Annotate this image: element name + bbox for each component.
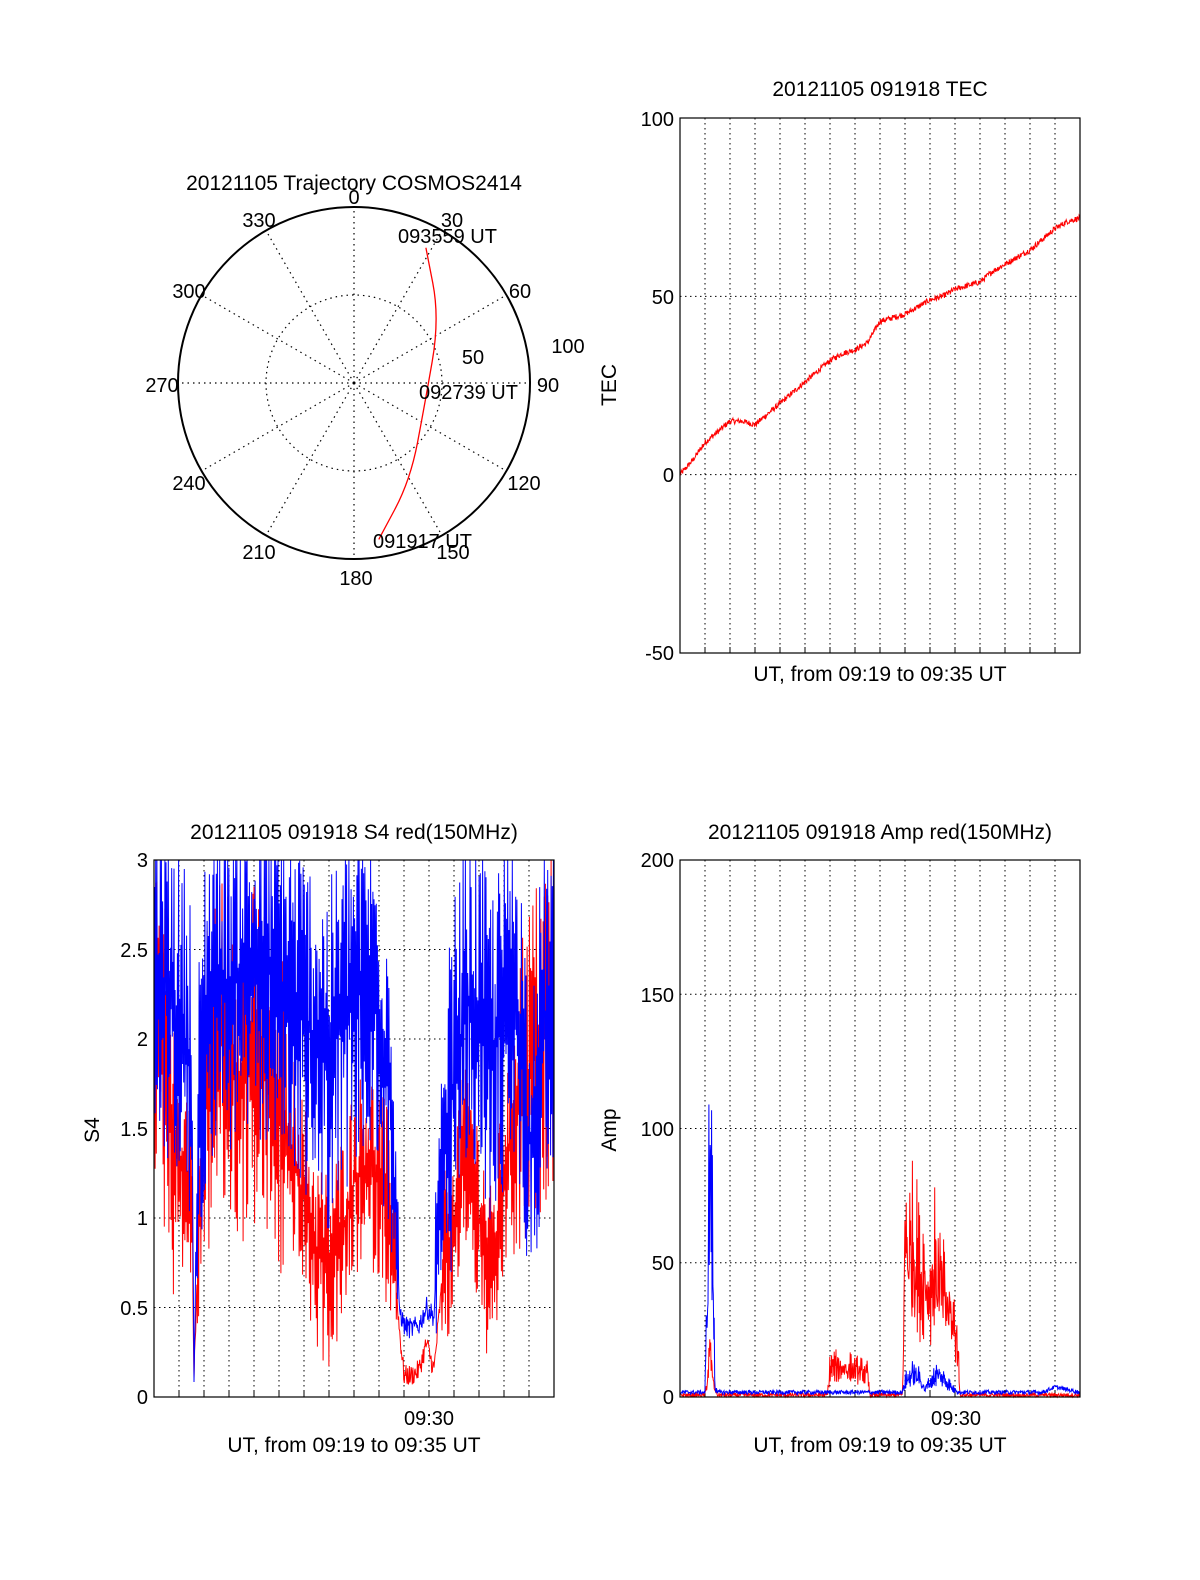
s4-series-line-blue	[153, 859, 555, 1383]
polar-az-label-150: 150	[436, 542, 469, 564]
amp-series-line-blue	[679, 1104, 1081, 1397]
s4-chart: 20121105 091918 S4 red(150MHz) 0 0.5 1 1…	[81, 821, 555, 1457]
s4-ytick-label: 2	[137, 1029, 148, 1051]
tec-ytick-label: 0	[663, 465, 674, 487]
polar-time-label-start: 091917 UT	[373, 531, 472, 553]
amp-ytick-label: 0	[663, 1387, 674, 1409]
amp-y-tick-labels: 0 50 100 150 200	[641, 850, 674, 1409]
polar-grid-spoke-330	[265, 230, 355, 384]
polar-az-label-240: 240	[172, 473, 205, 495]
polar-radial-label-50: 50	[462, 347, 484, 369]
polar-trajectory-chart: 20121105 Trajectory COSMOS2414 0 30 60 9…	[145, 172, 584, 590]
polar-az-label-90: 90	[537, 375, 559, 397]
s4-y-axis-label: S4	[81, 1117, 104, 1143]
tec-title: 20121105 091918 TEC	[772, 78, 987, 101]
polar-title: 20121105 Trajectory COSMOS2414	[186, 172, 522, 195]
polar-grid	[178, 207, 530, 559]
polar-time-label-mid: 092739 UT	[419, 382, 518, 404]
polar-trajectory-line	[378, 247, 437, 540]
polar-grid-spoke-120	[353, 382, 507, 472]
polar-az-label-210: 210	[242, 542, 275, 564]
s4-ytick-label: 0	[137, 1387, 148, 1409]
s4-ytick-label: 3	[137, 850, 148, 872]
amp-ytick-label: 50	[652, 1253, 674, 1275]
polar-grid-spoke-60	[353, 294, 507, 384]
s4-ytick-label: 1.5	[120, 1119, 148, 1141]
polar-az-label-180: 180	[339, 568, 372, 590]
polar-az-label-120: 120	[507, 473, 540, 495]
polar-az-label-30: 30	[441, 210, 463, 232]
polar-time-label-end: 093559 UT	[398, 226, 497, 248]
s4-y-tick-labels: 0 0.5 1 1.5 2 2.5 3	[120, 850, 148, 1409]
tec-y-tick-labels: -50 0 50 100	[641, 109, 674, 665]
tec-series-line-red	[679, 213, 1081, 476]
polar-grid-spoke-240	[201, 382, 355, 472]
amp-y-axis-label: Amp	[598, 1108, 621, 1151]
amp-ytick-label: 200	[641, 850, 674, 872]
polar-az-label-60: 60	[509, 281, 531, 303]
amp-chart: 20121105 091918 Amp red(150MHz) 0 50 100…	[598, 821, 1081, 1457]
amp-ytick-label: 100	[641, 1119, 674, 1141]
amp-plot-frame	[679, 859, 1081, 1398]
polar-radial-label-100: 100	[551, 336, 584, 358]
s4-title: 20121105 091918 S4 red(150MHz)	[190, 821, 518, 844]
amp-ytick-label: 150	[641, 985, 674, 1007]
amp-x-axis-label: UT, from 09:19 to 09:35 UT	[753, 1434, 1006, 1457]
s4-series	[153, 859, 555, 1385]
polar-az-label-0: 0	[348, 187, 359, 209]
tec-plot-frame	[679, 117, 1081, 654]
polar-grid-spoke-30	[353, 230, 443, 384]
s4-ytick-label: 2.5	[120, 940, 148, 962]
s4-x-axis-label: UT, from 09:19 to 09:35 UT	[227, 1434, 480, 1457]
tec-ytick-label: -50	[645, 643, 674, 665]
tec-y-axis-label: TEC	[598, 364, 621, 406]
polar-grid-spoke-210	[265, 382, 355, 536]
tec-ytick-label: 50	[652, 287, 674, 309]
tec-x-axis-label: UT, from 09:19 to 09:35 UT	[753, 663, 1006, 686]
amp-xtick-label-0930: 09:30	[931, 1408, 981, 1430]
amp-title: 20121105 091918 Amp red(150MHz)	[708, 821, 1052, 844]
polar-horizon-circle	[177, 206, 531, 560]
s4-plot-frame	[153, 859, 555, 1398]
polar-az-label-300: 300	[172, 281, 205, 303]
tec-grid	[680, 117, 1080, 654]
amp-series-line-red	[679, 1160, 1081, 1399]
tec-ytick-label: 100	[641, 109, 674, 131]
tec-series	[679, 213, 1081, 476]
amp-series	[679, 1104, 1081, 1399]
s4-xtick-label-0930: 09:30	[404, 1408, 454, 1430]
s4-ytick-label: 1	[137, 1208, 148, 1230]
tec-chart: 20121105 091918 TEC -50 0 50 100 TEC UT,…	[598, 78, 1081, 686]
polar-azimuth-labels: 0 30 60 90 120 150 180 210 240 270 300 3…	[145, 187, 559, 590]
polar-grid-spoke-150	[353, 382, 443, 536]
s4-ytick-label: 0.5	[120, 1298, 148, 1320]
polar-az-label-270: 270	[145, 375, 178, 397]
polar-az-label-330: 330	[242, 210, 275, 232]
polar-grid-spoke-300	[201, 294, 355, 384]
amp-grid	[680, 859, 1080, 1398]
